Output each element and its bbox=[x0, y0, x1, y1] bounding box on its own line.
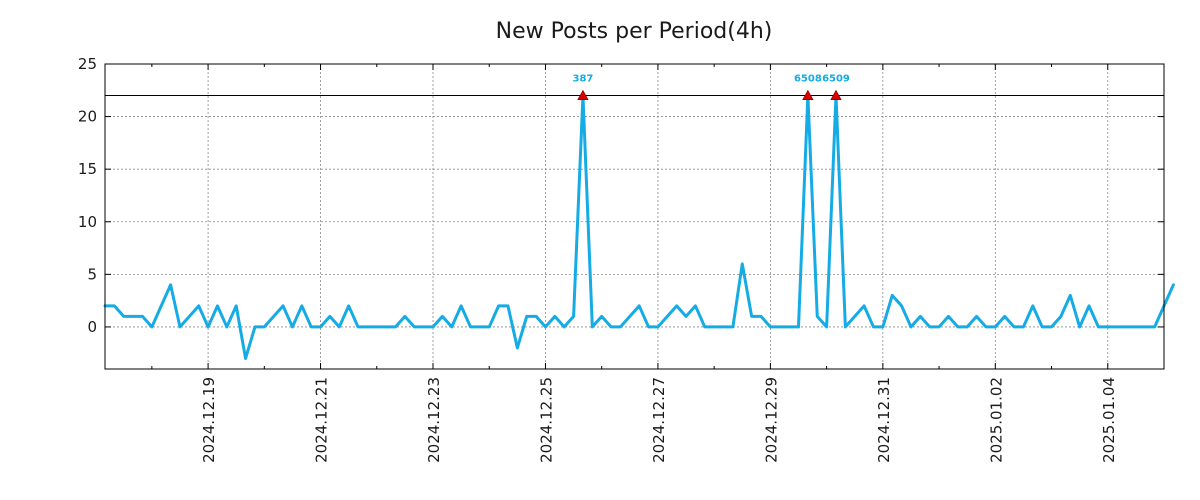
x-tick-label: 2024.12.27 bbox=[650, 377, 668, 463]
x-tick-label: 2025.01.02 bbox=[987, 377, 1005, 463]
y-tick-label: 20 bbox=[78, 108, 97, 126]
x-tick-label: 2025.01.04 bbox=[1100, 377, 1118, 463]
x-tick-label: 2024.12.25 bbox=[537, 377, 555, 463]
y-tick-label: 15 bbox=[78, 160, 97, 178]
chart-title: New Posts per Period(4h) bbox=[496, 19, 773, 44]
y-tick-label: 0 bbox=[87, 318, 97, 336]
x-tick-label: 2024.12.21 bbox=[313, 377, 331, 463]
peak-label: 6509 bbox=[822, 74, 850, 85]
series-group bbox=[103, 94, 1175, 360]
peak-marker bbox=[577, 89, 589, 100]
x-tick-label: 2024.12.29 bbox=[762, 377, 780, 463]
x-tick-label: 2024.12.19 bbox=[200, 377, 218, 463]
peak-label: 387 bbox=[573, 74, 594, 85]
peak-marker bbox=[802, 89, 814, 100]
y-tick-label: 10 bbox=[78, 213, 97, 231]
peak-marker bbox=[830, 89, 842, 100]
x-tick-label: 2024.12.31 bbox=[875, 377, 893, 463]
series-line bbox=[103, 94, 1175, 360]
axis-ticks: 0 5 10 15 20 25 2024.12.19 2024.12.21 2024.12.23… bbox=[78, 55, 1165, 463]
plot-frame bbox=[104, 63, 1165, 370]
annotations: 387 6508 6509 bbox=[573, 74, 850, 100]
y-tick-label: 25 bbox=[78, 55, 97, 73]
y-tick-label: 5 bbox=[87, 265, 97, 283]
grid bbox=[105, 64, 1164, 369]
x-tick-label: 2024.12.23 bbox=[425, 377, 443, 463]
peak-label: 6508 bbox=[794, 74, 822, 85]
